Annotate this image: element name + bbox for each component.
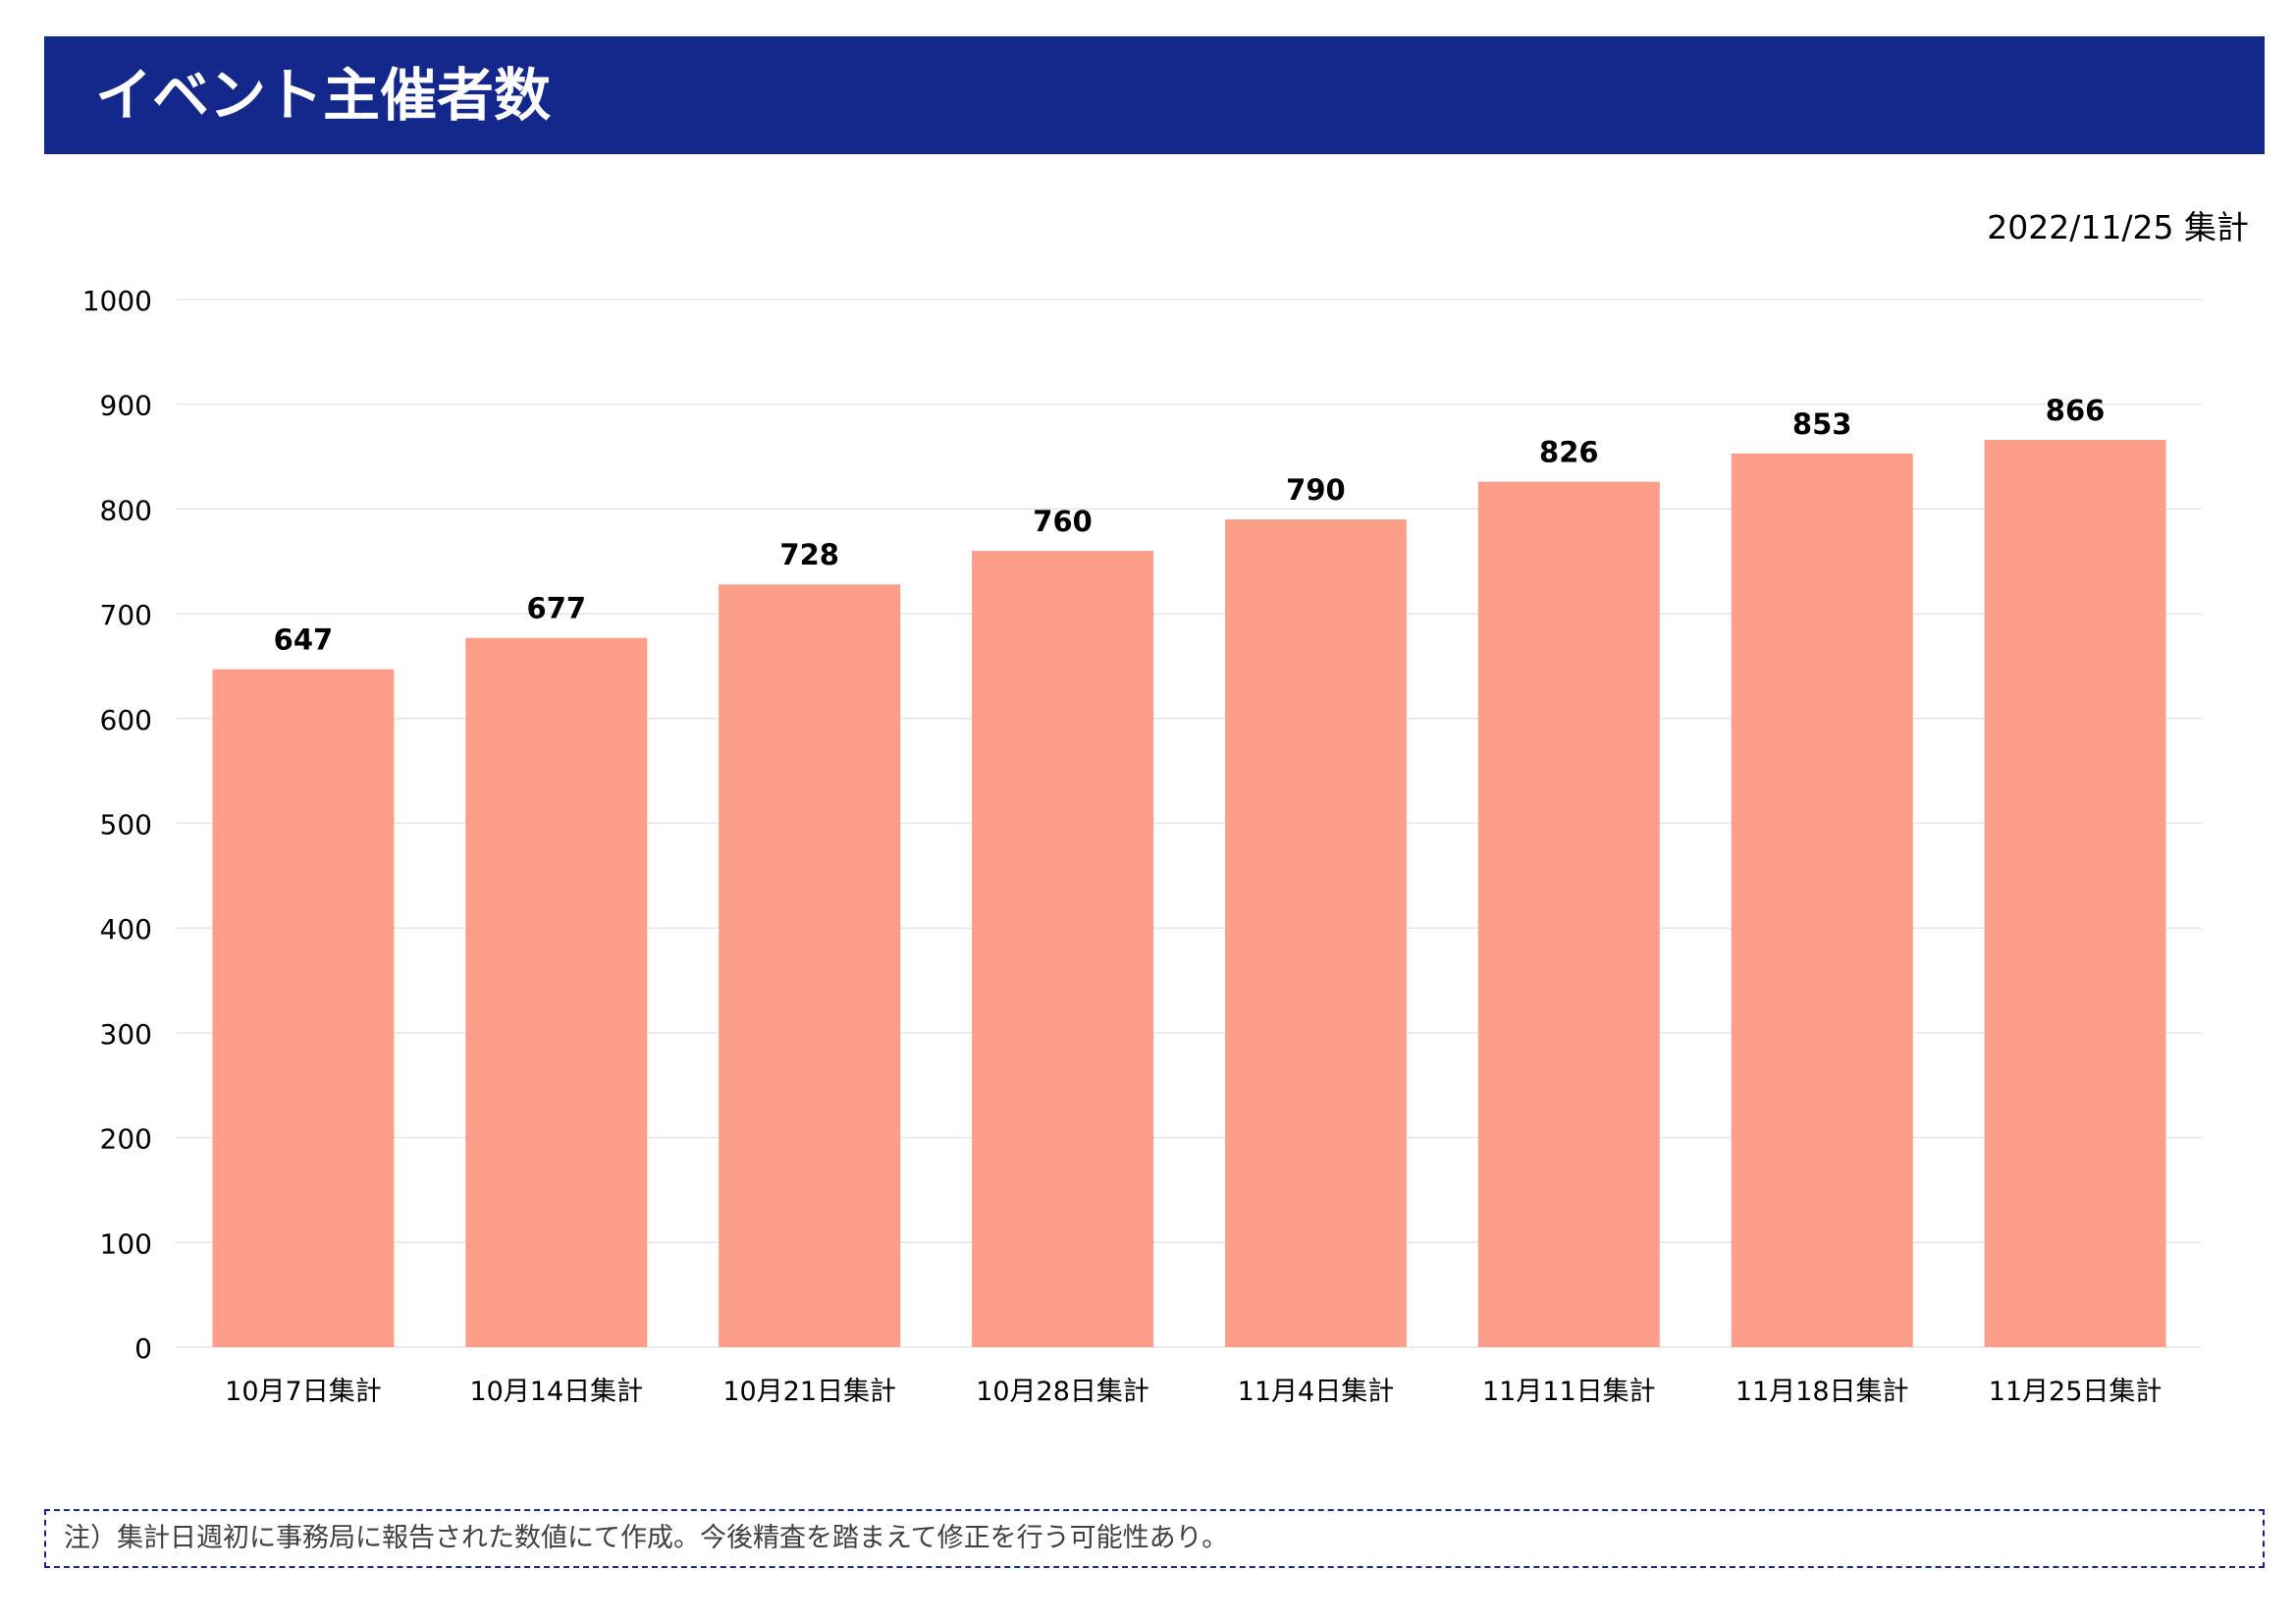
data-label: 647 [274,623,334,657]
y-tick-label: 0 [134,1332,152,1365]
data-label: 760 [1033,505,1093,538]
note-box: 注）集計日週初に事務局に報告された数値にて作成。今後精査を踏まえて修正を行う可能… [44,1509,2265,1568]
x-tick-label: 10月14日集計 [469,1377,643,1407]
bar [719,584,901,1347]
x-tick-label: 11月11日集計 [1482,1377,1656,1407]
bar [1731,453,1913,1347]
x-tick-label: 11月25日集計 [1989,1377,2163,1407]
y-tick-label: 400 [100,913,152,946]
x-tick-label: 11月4日集計 [1238,1377,1395,1407]
bar [212,669,395,1347]
y-tick-label: 200 [100,1123,152,1156]
x-tick-label: 10月28日集計 [976,1377,1149,1407]
bar [1984,439,2166,1347]
x-tick-label: 10月21日集計 [722,1377,896,1407]
data-label: 826 [1539,436,1599,469]
bar [1224,519,1407,1347]
y-tick-label: 700 [100,599,152,631]
bar-chart: 0 100 200 300 400 500 600 700 800 900 1000 647 10月7日… [82,285,2202,1407]
y-tick-label: 600 [100,704,152,736]
header-bar: イベント主催者数 [44,36,2265,154]
y-tick-label: 100 [100,1227,152,1260]
data-label: 677 [527,592,587,625]
y-tick-label: 500 [100,809,152,841]
data-label: 790 [1286,473,1346,507]
as-of-date-label: 2022/11/25 集計 [1987,208,2249,246]
y-tick-label: 900 [100,390,152,422]
y-tick-label: 1000 [82,285,152,317]
x-tick-label: 11月18日集計 [1735,1377,1909,1407]
note-text: 注）集計日週初に事務局に報告された数値にて作成。今後精査を踏まえて修正を行う可能… [64,1523,1229,1553]
y-tick-label: 800 [100,494,152,526]
x-tick-label: 10月7日集計 [225,1377,382,1407]
bar [1477,481,1660,1348]
y-tick-label: 300 [100,1018,152,1051]
bar [465,637,648,1347]
data-label: 853 [1792,407,1852,441]
bar [972,551,1154,1347]
data-label: 866 [2046,394,2106,427]
page-title: イベント主催者数 [95,62,552,129]
data-label: 728 [779,538,839,571]
